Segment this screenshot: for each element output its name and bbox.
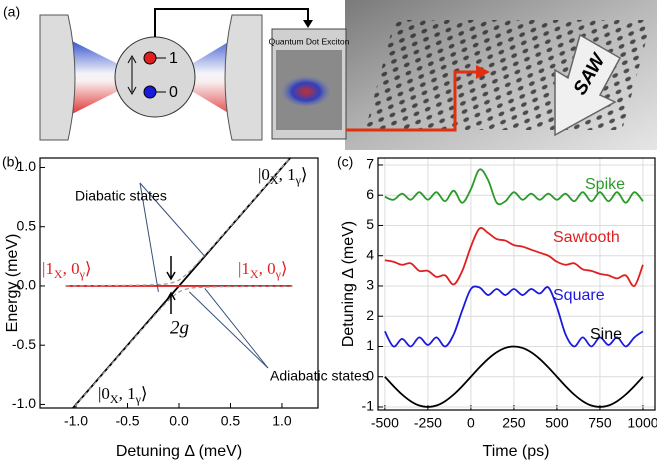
annotation-part: , 1: [279, 165, 296, 184]
x-tick-label: 1000: [627, 415, 657, 431]
annotation-part: γ: [135, 392, 142, 406]
line-series: [384, 345, 644, 408]
x-tick-label: -500: [371, 415, 399, 431]
pointer-line: [139, 182, 159, 292]
annotation: |1X, 0γ⟩: [42, 259, 92, 281]
pointer-line: [188, 291, 269, 369]
y-tick-label: -1.0: [12, 395, 36, 411]
annotation: Adiabatic states: [270, 368, 369, 384]
x-tick-label: -1.0: [64, 413, 88, 429]
mirror: [224, 14, 263, 141]
y-tick-label: 1.0: [17, 158, 37, 174]
x-axis-title: Time (ps): [483, 443, 550, 460]
annotation-part: |0: [98, 384, 110, 403]
annotation-part: |1: [238, 259, 250, 278]
x-tick-label: 0.0: [169, 413, 189, 429]
annotation-part: X: [110, 392, 119, 406]
gap-arrow: [166, 291, 176, 314]
annotation: |0X, 1γ⟩: [98, 384, 148, 406]
x-tick-label: 500: [545, 415, 569, 431]
x-tick-label: 0: [467, 415, 475, 431]
annotation-part: , 1: [119, 384, 136, 403]
series-label: Spike: [585, 176, 625, 193]
x-tick-label: 750: [588, 415, 612, 431]
annotation-part: γ: [79, 267, 86, 281]
red-arrow-head: [476, 65, 490, 79]
chart-panel: (c) -500 -250 0 250 500 750 1000 -1 0 1 2 3 4 5 6 7 Time …: [337, 154, 657, 461]
annotation-part: |0: [258, 165, 270, 184]
mirror: [39, 14, 76, 141]
line-series: [384, 227, 644, 287]
annotation: |1X, 0γ⟩: [238, 259, 288, 281]
annotation-part: |1: [42, 259, 54, 278]
annotation: 2g: [170, 317, 189, 338]
panel-label: (b): [2, 154, 19, 170]
annotation-part: ⟩: [301, 165, 308, 184]
annotation-part: X: [270, 173, 279, 187]
red-path: [346, 70, 478, 132]
y-tick-label: 5: [366, 216, 374, 232]
y-tick-label: 0.0: [17, 277, 37, 293]
inset-title: Quantum Dot Exciton: [269, 36, 350, 46]
y-tick-label: 0.5: [17, 217, 37, 233]
plot-frame: [377, 157, 656, 411]
emitter: [114, 36, 196, 118]
x-tick-label: -0.5: [115, 413, 139, 429]
level-label: 0: [169, 84, 178, 101]
annotation: Diabatic states: [75, 188, 167, 204]
y-tick-label: 7: [366, 156, 374, 172]
line-series: [72, 285, 293, 408]
level-label: 1: [169, 50, 178, 67]
x-axis-title: Detuning Δ (meV): [116, 443, 242, 460]
cavity-field: [70, 40, 120, 115]
annotation-part: X: [54, 267, 63, 281]
plot-frame: [39, 157, 319, 409]
y-tick-label: 4: [366, 246, 374, 262]
series-label: Square: [553, 287, 605, 304]
saw-arrow: [554, 33, 622, 137]
annotation-part: γ: [295, 173, 302, 187]
pointer-line: [139, 182, 206, 257]
pointer-line: [204, 288, 269, 369]
connector-head: [303, 20, 313, 28]
annotation-part: , 0: [259, 259, 276, 278]
series-label: Sawtooth: [553, 229, 620, 246]
x-tick-label: 1.0: [272, 413, 292, 429]
panel-label: (a): [3, 4, 20, 20]
annotation-part: ⟩: [141, 384, 148, 403]
annotation-part: ⟩: [85, 259, 92, 278]
y-tick-label: 0: [366, 367, 374, 383]
x-tick-label: -250: [414, 415, 442, 431]
x-tick-label: 250: [502, 415, 526, 431]
y-tick-label: 1: [366, 337, 374, 353]
y-tick-label: 6: [366, 186, 374, 202]
connector: [154, 8, 309, 37]
exciton-blob: [278, 70, 334, 106]
arrow-heads: [127, 54, 137, 96]
line-series: [384, 285, 644, 348]
gap-arrow: [166, 255, 176, 281]
annotation-part: , 0: [63, 259, 80, 278]
level-dot: [143, 51, 157, 65]
series-label: Sine: [590, 326, 622, 343]
annotation-part: ⟩: [281, 259, 288, 278]
line-series: [384, 168, 644, 206]
level-dot: [143, 85, 157, 99]
y-axis-title: Energy (meV): [4, 234, 21, 333]
y-tick-label: 3: [366, 277, 374, 293]
annotation-part: X: [250, 267, 259, 281]
annotation-part: γ: [275, 267, 282, 281]
line-series: [65, 158, 291, 287]
panel-label: (c): [337, 154, 353, 170]
x-tick-label: 0.5: [221, 413, 241, 429]
annotation: |0X, 1γ⟩: [258, 165, 308, 187]
panel-a: (a) 1 0 Quantum Dot Exciton SAW: [3, 0, 657, 150]
chart-panel: (b) -1.0 -0.5 0.0 0.5 1.0 -1.0 -0.5 0.0 0.5 1.0 Det…: [2, 154, 369, 461]
y-axis-title: Detuning Δ (meV): [340, 221, 357, 347]
y-tick-label: 2: [366, 307, 374, 323]
y-tick-label: -1: [362, 398, 375, 414]
y-tick-label: -0.5: [12, 336, 36, 352]
